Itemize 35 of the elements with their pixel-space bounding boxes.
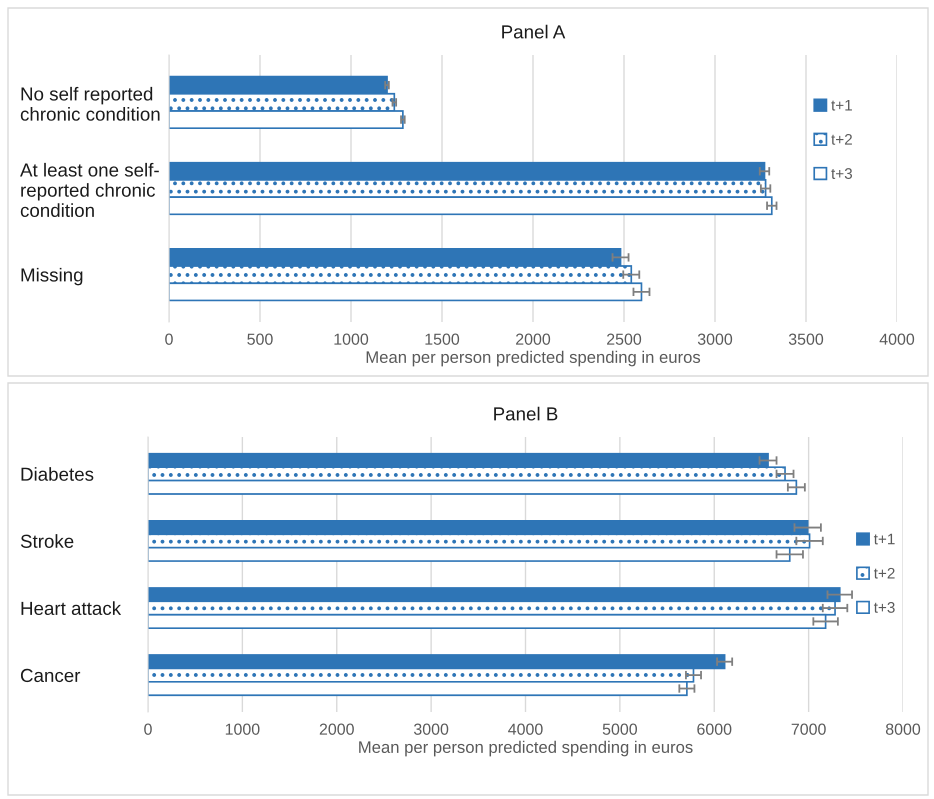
x-tick-label: 8000 (886, 724, 920, 735)
x-tick-label: 3500 (788, 334, 824, 345)
y-tick-label: Stroke (20, 534, 74, 548)
x-tick-label: 2000 (320, 724, 354, 735)
legend-label: t+2 (831, 134, 852, 145)
y-tick-label: Heart attack (22, 601, 122, 616)
x-tick-label: 500 (247, 334, 273, 345)
legend-label: t+1 (831, 100, 852, 111)
x-tick-label: 1000 (334, 334, 368, 345)
y-tick-label: Missing (22, 268, 82, 286)
x-tick-label: 1500 (425, 334, 460, 345)
legend-label: t+3 (874, 602, 895, 613)
x-tick-label: 5000 (602, 724, 638, 735)
x-tick-label: 4000 (508, 724, 543, 735)
legend-label: t+1 (874, 534, 895, 544)
x-tick-label: 2500 (607, 334, 642, 345)
y-tick-label: At least one self- reported chronic condition (20, 162, 159, 218)
x-tick-label: 7000 (792, 724, 826, 735)
x-tick-label: 0 (144, 724, 152, 735)
x-tick-label: 2000 (516, 334, 550, 345)
chart-title: Panel B (494, 406, 558, 421)
y-tick-label: No self reported chronic condition (20, 86, 160, 121)
x-tick-label: 1000 (226, 724, 260, 735)
legend-label: t+2 (874, 568, 895, 579)
x-tick-label: 3000 (698, 334, 732, 345)
x-tick-label: 6000 (697, 724, 732, 735)
y-tick-label: Cancer (20, 668, 80, 682)
x-tick-label: 4000 (880, 334, 914, 345)
chart-title: Panel A (502, 24, 566, 39)
x-axis-title: Mean per person predicted spending in euros (359, 740, 693, 756)
x-axis-title: Mean per person predicted spending in euros (366, 350, 700, 366)
x-tick-label: 3000 (414, 724, 448, 735)
y-tick-label: Diabetes (22, 467, 94, 481)
x-tick-label: 0 (165, 334, 173, 345)
legend-label: t+3 (831, 168, 852, 179)
